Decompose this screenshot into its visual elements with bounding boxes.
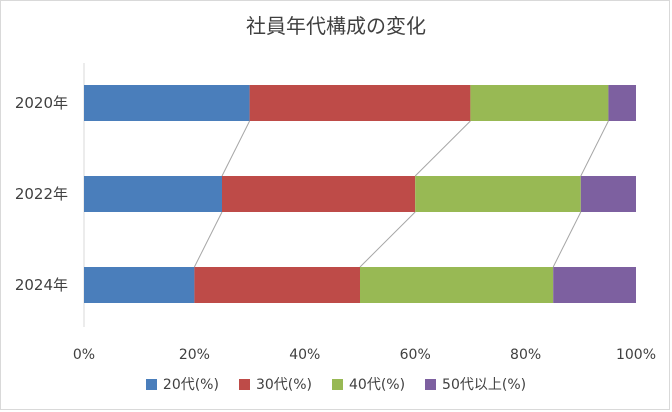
legend-label: 30代(%)	[255, 377, 312, 393]
category-label: 2020年	[15, 94, 68, 112]
legend-label: 50代以上(%)	[442, 377, 527, 393]
x-tick-label: 40%	[289, 347, 320, 363]
legend-item: 20代(%)	[145, 374, 219, 394]
bar-segment	[608, 85, 636, 121]
legend-swatch	[145, 378, 157, 390]
series-connector-line	[414, 120, 471, 177]
legend-item: 50代以上(%)	[425, 374, 526, 394]
legend-label: 20代(%)	[162, 377, 219, 393]
bar-segment	[84, 267, 195, 303]
x-tick-label: 20%	[179, 347, 210, 363]
bar-segment	[580, 176, 636, 212]
legend-label: 40代(%)	[349, 377, 406, 393]
legend-swatch	[238, 378, 250, 390]
legend-item: 30代(%)	[238, 374, 312, 394]
bar-segment	[222, 176, 416, 212]
legend-item: 40代(%)	[332, 374, 405, 394]
bar-segment	[470, 85, 609, 121]
series-connector-line	[580, 120, 609, 177]
chart-legend: 20代(%) 30代(%) 40代(%) 50代以上(%)	[1, 374, 671, 394]
bar-segment	[360, 267, 554, 303]
x-tick-label: 0%	[73, 347, 95, 363]
bar-segment	[249, 85, 471, 121]
series-connector-line	[221, 120, 251, 177]
legend-swatch	[332, 378, 343, 390]
bar-segment	[415, 176, 581, 212]
chart-title: 社員年代構成の変化	[246, 14, 426, 38]
legend-swatch	[425, 378, 437, 390]
bar-segment	[553, 267, 636, 303]
x-tick-label: 100%	[616, 347, 656, 363]
x-tick-label: 60%	[400, 347, 431, 363]
series-connector-line	[193, 211, 223, 268]
category-label: 2024年	[15, 276, 68, 294]
bar-segment	[84, 85, 250, 121]
series-connector-line	[552, 211, 582, 268]
series-connector-line	[359, 211, 416, 268]
category-label: 2022年	[15, 185, 68, 203]
bar-segment	[84, 176, 222, 212]
x-tick-label: 80%	[510, 347, 541, 363]
bar-segment	[194, 267, 360, 303]
